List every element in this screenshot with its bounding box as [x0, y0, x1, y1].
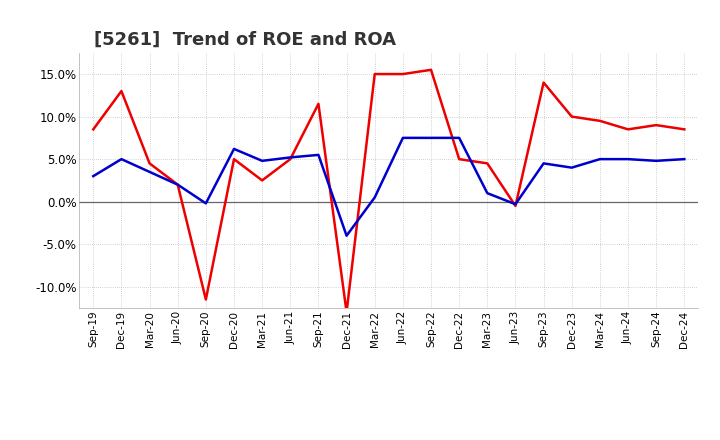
ROA: [230, 146, 238, 151]
ROE: [399, 71, 408, 77]
ROA: [680, 157, 688, 162]
ROE: [202, 297, 210, 302]
ROA: [202, 201, 210, 206]
ROE: [314, 101, 323, 106]
ROE: [624, 127, 632, 132]
ROE: [89, 127, 98, 132]
ROE: [539, 80, 548, 85]
ROA: [624, 157, 632, 162]
ROE: [483, 161, 492, 166]
ROA: [539, 161, 548, 166]
ROE: [258, 178, 266, 183]
ROA: [455, 135, 464, 140]
ROE: [427, 67, 436, 73]
ROA: [511, 202, 520, 207]
ROE: [286, 157, 294, 162]
ROA: [258, 158, 266, 164]
Line: ROE: ROE: [94, 70, 684, 312]
ROE: [455, 157, 464, 162]
ROA: [567, 165, 576, 170]
ROE: [145, 161, 154, 166]
ROE: [595, 118, 604, 124]
ROA: [399, 135, 408, 140]
ROE: [342, 310, 351, 315]
ROA: [370, 195, 379, 200]
ROA: [427, 135, 436, 140]
ROE: [230, 157, 238, 162]
ROE: [174, 182, 182, 187]
Text: [5261]  Trend of ROE and ROA: [5261] Trend of ROE and ROA: [94, 31, 395, 49]
ROA: [314, 152, 323, 158]
ROA: [145, 169, 154, 175]
ROA: [652, 158, 660, 164]
Line: ROA: ROA: [94, 138, 684, 236]
ROE: [370, 71, 379, 77]
Legend: ROE, ROA: ROE, ROA: [306, 437, 472, 440]
ROA: [595, 157, 604, 162]
ROA: [286, 155, 294, 160]
ROE: [567, 114, 576, 119]
ROE: [652, 122, 660, 128]
ROA: [89, 173, 98, 179]
ROA: [483, 191, 492, 196]
ROE: [117, 88, 126, 94]
ROE: [511, 203, 520, 209]
ROA: [117, 157, 126, 162]
ROE: [680, 127, 688, 132]
ROA: [342, 233, 351, 238]
ROA: [174, 182, 182, 187]
